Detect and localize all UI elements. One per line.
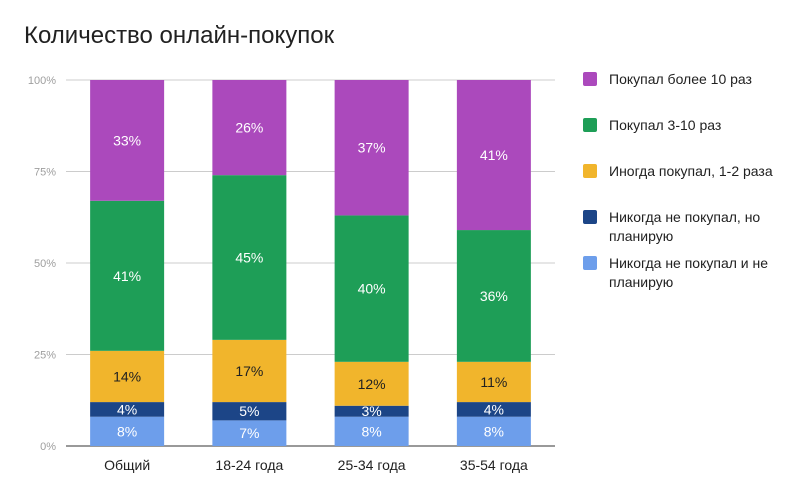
legend-item[interactable]: Покупал 3-10 раз [583, 116, 798, 162]
bar-segment [334, 215, 409, 362]
data-label: 11% [480, 374, 507, 390]
x-tick-label: 25-34 года [338, 457, 406, 473]
data-label: 8% [484, 423, 504, 439]
bar-segment [90, 80, 165, 201]
data-label: 14% [113, 368, 141, 384]
bar-segment [212, 402, 287, 421]
bar-segment [90, 200, 165, 351]
y-tick-label: 100% [28, 75, 56, 87]
bar-segment [212, 80, 287, 176]
data-label: 5% [239, 403, 259, 419]
legend-swatch [583, 118, 597, 132]
data-label: 41% [113, 268, 141, 284]
legend-swatch [583, 72, 597, 86]
data-label: 3% [362, 403, 382, 419]
bar-segment [456, 80, 531, 231]
legend-item[interactable]: Никогда не покупал и не планирую [583, 254, 798, 300]
data-label: 8% [362, 423, 382, 439]
legend-label: Покупал 3-10 раз [609, 117, 722, 133]
y-tick-label: 50% [34, 258, 56, 270]
legend-swatch [583, 164, 597, 178]
y-tick-label: 25% [34, 350, 56, 362]
legend-item[interactable]: Покупал более 10 раз [583, 70, 798, 116]
bar-segment [90, 416, 165, 446]
data-label: 8% [117, 423, 137, 439]
legend-label: Покупал более 10 раз [609, 71, 752, 87]
data-label: 41% [480, 147, 508, 163]
bar-segment [212, 420, 287, 446]
y-tick-label: 0% [40, 441, 56, 453]
bar-segment [212, 339, 287, 403]
bar-segment [334, 416, 409, 446]
y-tick-label: 75% [34, 167, 56, 179]
chart-legend: Покупал более 10 раз Покупал 3-10 раз Ин… [583, 70, 798, 300]
bar-segment [212, 175, 287, 340]
x-tick-label: 18-24 года [215, 457, 283, 473]
legend-swatch [583, 256, 597, 270]
data-label: 37% [358, 140, 386, 156]
bar-segment [456, 416, 531, 446]
bar-segment [334, 405, 409, 417]
x-tick-label: Общий [104, 457, 150, 473]
data-label: 4% [484, 401, 504, 417]
data-label: 7% [239, 425, 259, 441]
legend-label: Никогда не покупал, но планирую [609, 209, 761, 244]
bar-segment [334, 361, 409, 406]
x-tick-label: 35-54 года [460, 457, 528, 473]
data-label: 40% [358, 281, 386, 297]
data-label: 45% [235, 250, 263, 266]
bar-segment [456, 402, 531, 417]
bar-segment [334, 80, 409, 216]
bar-segment [456, 230, 531, 362]
data-label: 26% [235, 120, 263, 136]
legend-item[interactable]: Никогда не покупал, но планирую [583, 208, 798, 254]
chart-title: Количество онлайн-покупок [24, 22, 335, 49]
data-label: 12% [358, 376, 386, 392]
legend-swatch [583, 210, 597, 224]
legend-label: Иногда покупал, 1-2 раза [609, 163, 773, 179]
bar-segment [90, 402, 165, 417]
legend-item[interactable]: Иногда покупал, 1-2 раза [583, 162, 798, 208]
legend-label: Никогда не покупал и не планирую [609, 255, 769, 290]
data-label: 17% [235, 363, 263, 379]
data-label: 4% [117, 401, 137, 417]
bar-segment [456, 361, 531, 403]
bar-segment [90, 350, 165, 403]
data-label: 33% [113, 132, 141, 148]
data-label: 36% [480, 288, 508, 304]
